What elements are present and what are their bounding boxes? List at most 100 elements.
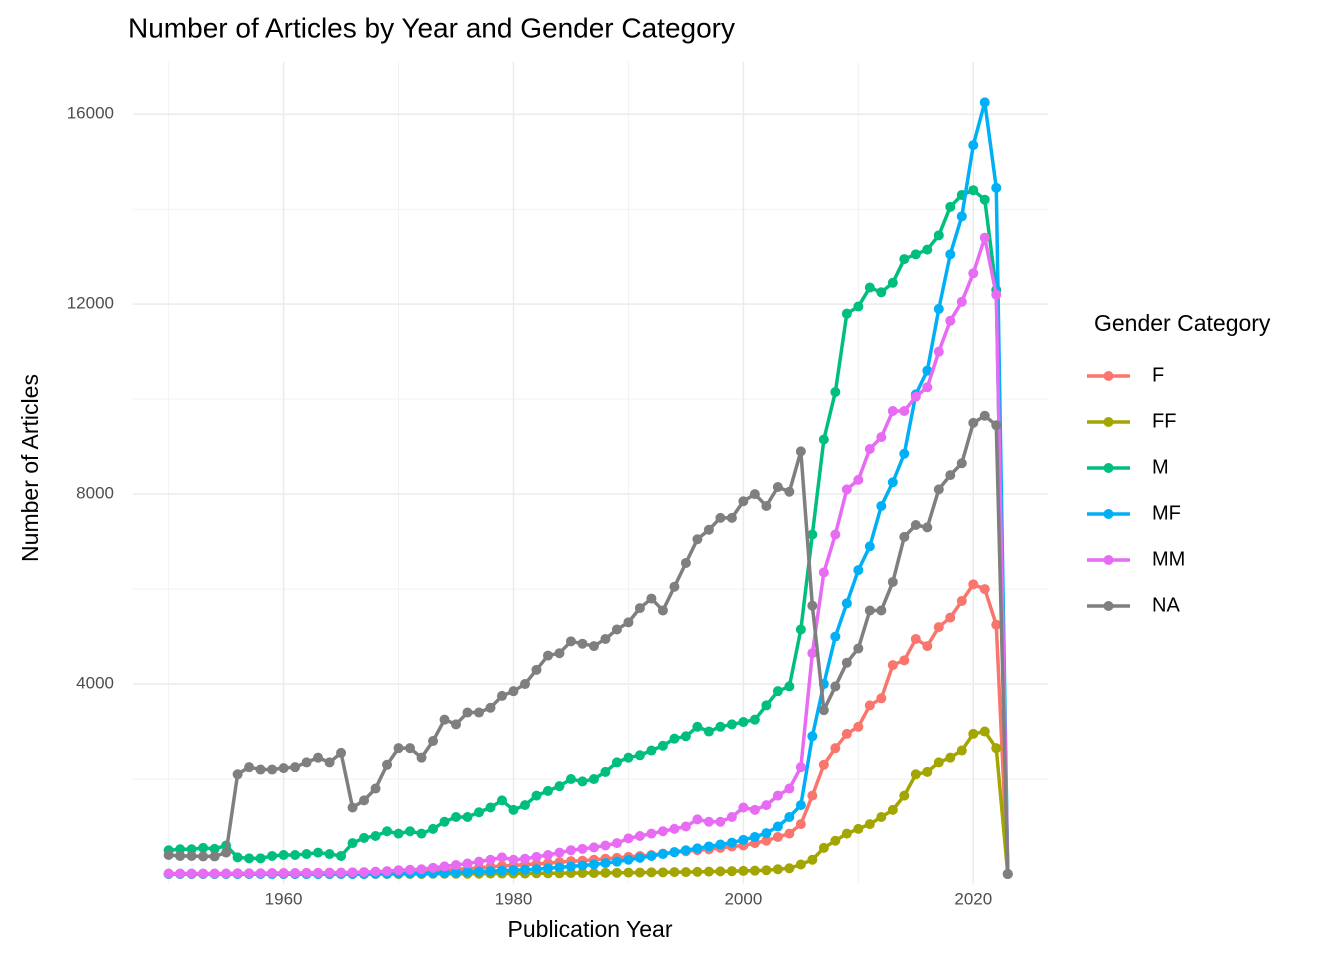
data-point — [577, 638, 588, 649]
data-point — [807, 790, 818, 801]
data-point — [772, 831, 783, 842]
x-axis-title: Publication Year — [508, 916, 673, 942]
data-point — [382, 866, 393, 877]
data-point — [565, 845, 576, 856]
data-point — [347, 867, 358, 878]
data-point — [290, 762, 301, 773]
data-point — [496, 795, 507, 806]
data-point — [876, 693, 887, 704]
data-point — [646, 867, 657, 878]
data-point — [451, 719, 462, 730]
data-point — [542, 850, 553, 861]
data-point — [324, 849, 335, 860]
data-point — [772, 481, 783, 492]
data-point — [646, 828, 657, 839]
data-point — [313, 847, 324, 858]
data-point — [519, 800, 530, 811]
data-point — [761, 865, 772, 876]
data-point — [588, 868, 599, 879]
data-point — [565, 774, 576, 785]
data-point — [899, 531, 910, 542]
data-point — [439, 816, 450, 827]
y-tick-label: 12000 — [67, 294, 114, 313]
series-line — [168, 100, 1010, 876]
data-point — [290, 850, 301, 861]
data-point — [853, 301, 864, 312]
data-point — [428, 823, 439, 834]
data-point — [933, 346, 944, 357]
data-point — [393, 743, 404, 754]
legend-key-point — [1103, 555, 1114, 565]
data-point — [887, 576, 898, 587]
data-point — [324, 867, 335, 878]
data-point — [853, 565, 864, 576]
legend-label: MM — [1152, 548, 1185, 570]
data-point — [956, 211, 967, 222]
data-point — [336, 747, 347, 758]
data-point — [818, 759, 829, 770]
data-point — [669, 733, 680, 744]
data-point — [772, 686, 783, 697]
data-point — [267, 764, 278, 775]
data-point — [795, 446, 806, 457]
data-point — [405, 826, 416, 837]
data-point — [301, 757, 312, 768]
data-point — [864, 819, 875, 830]
data-point — [945, 470, 956, 481]
data-point — [876, 287, 887, 298]
legend-key-point — [1103, 463, 1114, 473]
series-line — [168, 582, 1010, 876]
data-point — [715, 512, 726, 523]
data-point — [910, 249, 921, 260]
data-point — [979, 97, 990, 108]
data-point — [416, 752, 427, 763]
data-point — [945, 201, 956, 212]
data-point — [473, 866, 484, 877]
data-point — [657, 867, 668, 878]
data-point — [726, 837, 737, 848]
data-point — [370, 783, 381, 794]
data-point — [841, 484, 852, 495]
data-point — [922, 522, 933, 533]
legend-key-point — [1103, 509, 1114, 519]
data-point — [634, 852, 645, 863]
data-point — [359, 832, 370, 843]
data-point — [244, 868, 255, 879]
data-point — [416, 828, 427, 839]
data-point — [864, 541, 875, 552]
data-point — [807, 648, 818, 659]
data-point — [841, 728, 852, 739]
data-point — [968, 140, 979, 151]
data-point — [991, 619, 1002, 630]
data-point — [784, 783, 795, 794]
data-point — [669, 847, 680, 858]
data-point — [876, 605, 887, 616]
data-point — [646, 745, 657, 756]
data-point — [301, 849, 312, 860]
data-point — [795, 624, 806, 635]
data-point — [887, 804, 898, 815]
data-point — [278, 868, 289, 879]
data-point — [738, 834, 749, 845]
data-point — [726, 512, 737, 523]
data-point — [451, 867, 462, 878]
data-point — [336, 867, 347, 878]
data-point — [784, 812, 795, 823]
data-point — [669, 581, 680, 592]
data-point — [600, 858, 611, 869]
data-point — [922, 382, 933, 393]
data-point — [680, 731, 691, 742]
data-point — [841, 828, 852, 839]
legend-label: NA — [1152, 594, 1180, 616]
data-point — [738, 496, 749, 507]
data-point — [830, 387, 841, 398]
data-point — [968, 185, 979, 196]
data-point — [876, 432, 887, 443]
data-point — [519, 864, 530, 875]
data-point — [818, 842, 829, 853]
data-point — [772, 790, 783, 801]
data-point — [496, 865, 507, 876]
data-point — [922, 244, 933, 255]
data-point — [451, 859, 462, 870]
data-point — [255, 853, 266, 864]
